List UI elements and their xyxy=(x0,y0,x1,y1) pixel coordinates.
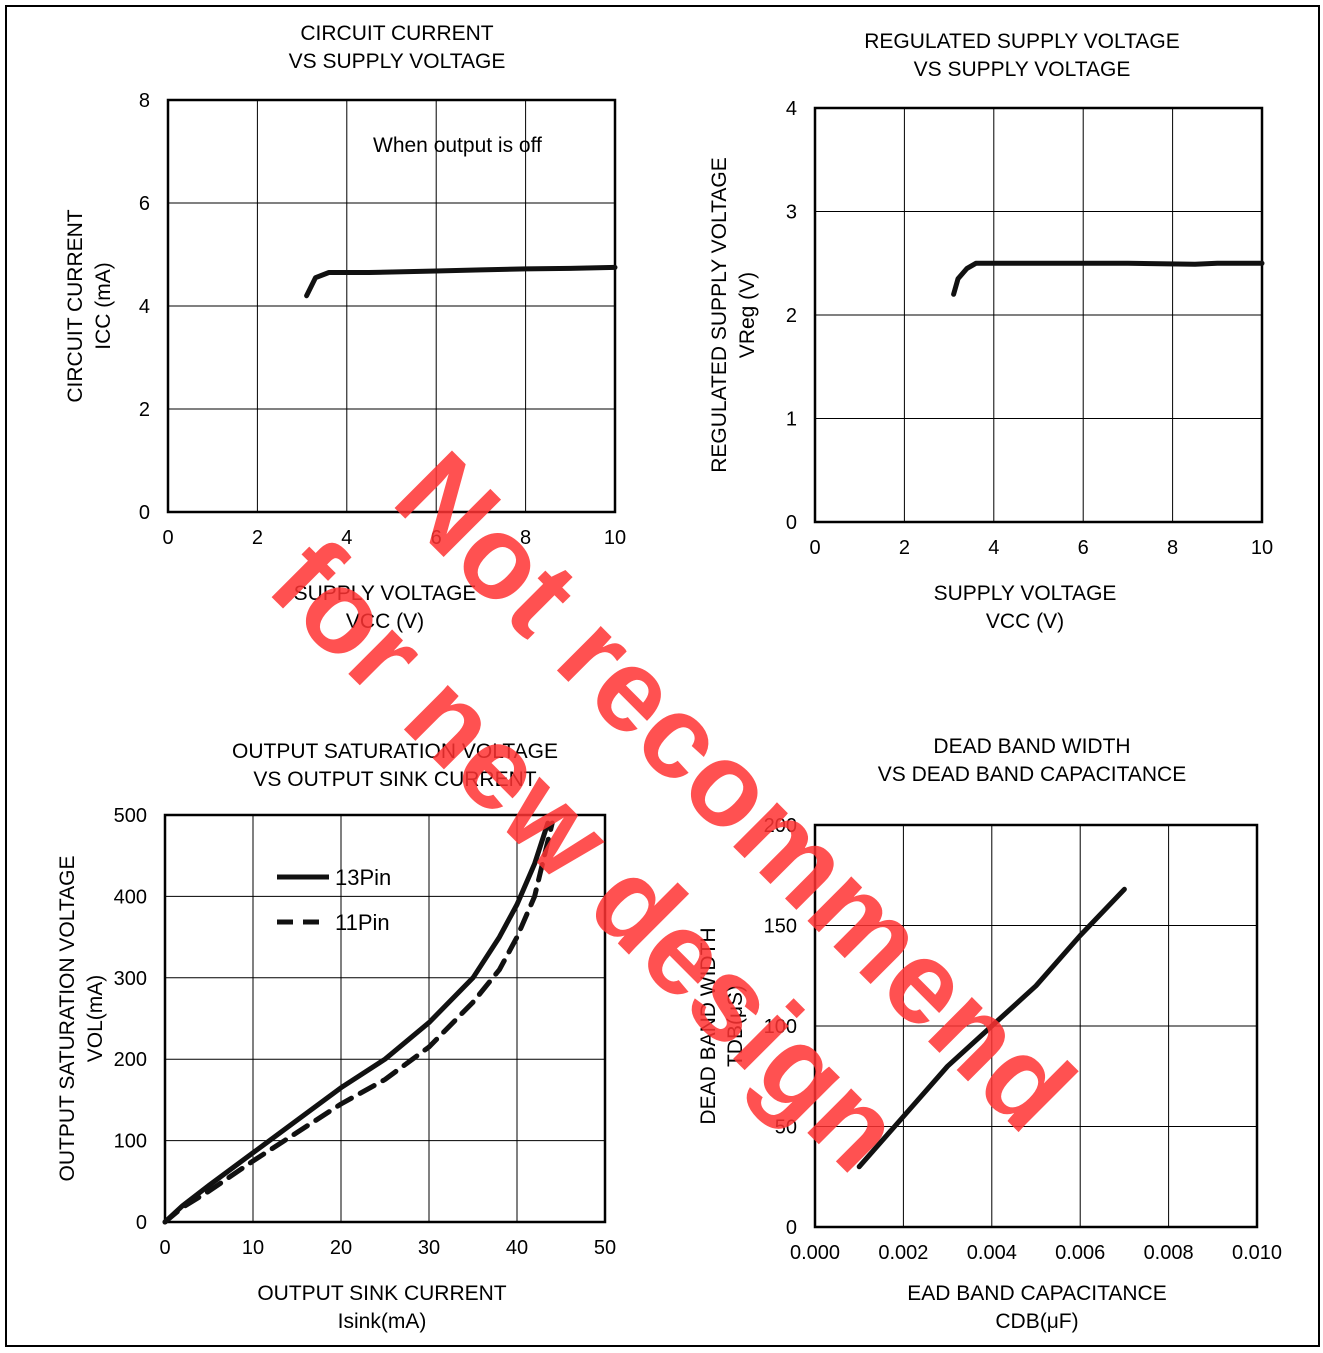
x-axis-label: EAD BAND CAPACITANCE xyxy=(907,1282,1166,1305)
y-axis-label: DEAD BAND WIDTH xyxy=(697,927,720,1124)
y-axis-label: TDB(μS) xyxy=(724,985,747,1067)
x-axis-label: OUTPUT SINK CURRENT xyxy=(257,1282,506,1305)
plot-frame xyxy=(813,106,1264,524)
chart-title: OUTPUT SATURATION VOLTAGE xyxy=(232,740,558,763)
y-tick-label: 100 xyxy=(764,1016,797,1038)
chart-annotation: When output is off xyxy=(373,134,542,157)
y-axis-label: VOL(mA) xyxy=(84,975,107,1063)
y-tick-label: 500 xyxy=(114,805,147,827)
watermark-line-1: Not recommendfor new design xyxy=(245,408,1099,1262)
x-tick-label: 4 xyxy=(341,527,352,549)
legend-label: 13Pin xyxy=(335,865,391,890)
y-axis-label: ICC (mA) xyxy=(92,262,115,350)
x-axis-label: VCC (V) xyxy=(346,610,424,633)
x-tick-label: 0.010 xyxy=(1232,1242,1282,1264)
x-tick-label: 30 xyxy=(418,1237,440,1259)
chart-title: REGULATED SUPPLY VOLTAGE xyxy=(864,30,1179,53)
series-line-2 xyxy=(162,820,555,1225)
y-tick-label: 0 xyxy=(786,512,797,534)
x-tick-label: 0.008 xyxy=(1144,1242,1194,1264)
y-axis-label: OUTPUT SATURATION VOLTAGE xyxy=(56,856,79,1182)
chart-4: DEAD BAND WIDTH VS DEAD BAND CAPACITANCE 0… xyxy=(697,735,1282,1333)
y-tick-label: 2 xyxy=(786,305,797,327)
y-tick-label: 400 xyxy=(114,886,147,908)
y-tick-label: 300 xyxy=(114,968,147,990)
x-axis-label: SUPPLY VOLTAGE xyxy=(294,582,477,605)
chart-3: OUTPUT SATURATION VOLTAGE VS OUTPUT SINK … xyxy=(56,740,616,1333)
x-tick-label: 0 xyxy=(159,1237,170,1259)
y-axis-label: VReg (V) xyxy=(736,272,759,358)
y-tick-label: 4 xyxy=(786,98,797,120)
x-tick-label: 8 xyxy=(1167,537,1178,559)
x-axis-label: CDB(μF) xyxy=(995,1310,1078,1333)
chart-title: DEAD BAND WIDTH xyxy=(933,735,1130,758)
x-axis-label: VCC (V) xyxy=(986,610,1064,633)
x-tick-label: 0.000 xyxy=(790,1242,840,1264)
legend-label: 11Pin xyxy=(335,910,390,935)
watermark: Not recommendfor new design xyxy=(245,408,1099,1262)
series-line-1 xyxy=(951,260,1265,297)
series-line-1 xyxy=(162,820,551,1225)
x-tick-label: 8 xyxy=(520,527,531,549)
x-tick-label: 10 xyxy=(1251,537,1273,559)
y-tick-label: 50 xyxy=(775,1117,797,1139)
y-tick-label: 100 xyxy=(114,1131,147,1153)
chart-title: VS SUPPLY VOLTAGE xyxy=(289,50,506,73)
y-tick-label: 4 xyxy=(139,296,150,318)
plot-frame xyxy=(813,823,1259,1229)
y-tick-label: 150 xyxy=(764,916,797,938)
x-tick-label: 40 xyxy=(506,1237,528,1259)
y-tick-label: 0 xyxy=(786,1217,797,1239)
x-tick-label: 20 xyxy=(330,1237,352,1259)
chart-title: VS DEAD BAND CAPACITANCE xyxy=(878,763,1186,786)
y-tick-label: 8 xyxy=(139,90,150,112)
y-tick-label: 6 xyxy=(139,193,150,215)
chart-title: VS OUTPUT SINK CURRENT xyxy=(253,768,536,791)
plot-frame xyxy=(166,98,617,514)
y-tick-label: 200 xyxy=(114,1049,147,1071)
x-tick-label: 0 xyxy=(809,537,820,559)
x-tick-label: 2 xyxy=(252,527,263,549)
x-tick-label: 0.006 xyxy=(1055,1242,1105,1264)
chart-1: CIRCUIT CURRENT VS SUPPLY VOLTAGE 0 2 4 6 8 10 0… xyxy=(64,22,626,633)
y-tick-label: 3 xyxy=(786,202,797,224)
chart-2: REGULATED SUPPLY VOLTAGE VS SUPPLY VOLTAG… xyxy=(708,30,1273,633)
x-tick-label: 10 xyxy=(604,527,626,549)
x-tick-label: 6 xyxy=(1078,537,1089,559)
y-tick-label: 200 xyxy=(764,815,797,837)
y-tick-label: 1 xyxy=(786,409,797,431)
series-line-1 xyxy=(856,886,1127,1170)
x-tick-label: 0 xyxy=(162,527,173,549)
chart-title: VS SUPPLY VOLTAGE xyxy=(914,58,1131,81)
x-tick-label: 2 xyxy=(899,537,910,559)
x-tick-label: 10 xyxy=(242,1237,264,1259)
y-tick-label: 0 xyxy=(139,502,150,524)
y-tick-label: 0 xyxy=(136,1212,147,1234)
x-tick-label: 0.004 xyxy=(967,1242,1017,1264)
plot-frame xyxy=(163,813,607,1224)
x-tick-label: 0.002 xyxy=(878,1242,928,1264)
chart-title: CIRCUIT CURRENT xyxy=(300,22,493,45)
series-line-1 xyxy=(304,264,618,299)
x-tick-label: 4 xyxy=(988,537,999,559)
x-tick-label: 50 xyxy=(594,1237,616,1259)
x-tick-label: 6 xyxy=(431,527,442,549)
y-axis-label: CIRCUIT CURRENT xyxy=(64,209,87,402)
x-axis-label: SUPPLY VOLTAGE xyxy=(934,582,1117,605)
page-frame xyxy=(5,5,1320,1347)
x-axis-label: Isink(mA) xyxy=(338,1310,427,1333)
y-tick-label: 2 xyxy=(139,399,150,421)
y-axis-label: REGULATED SUPPLY VOLTAGE xyxy=(708,157,731,472)
